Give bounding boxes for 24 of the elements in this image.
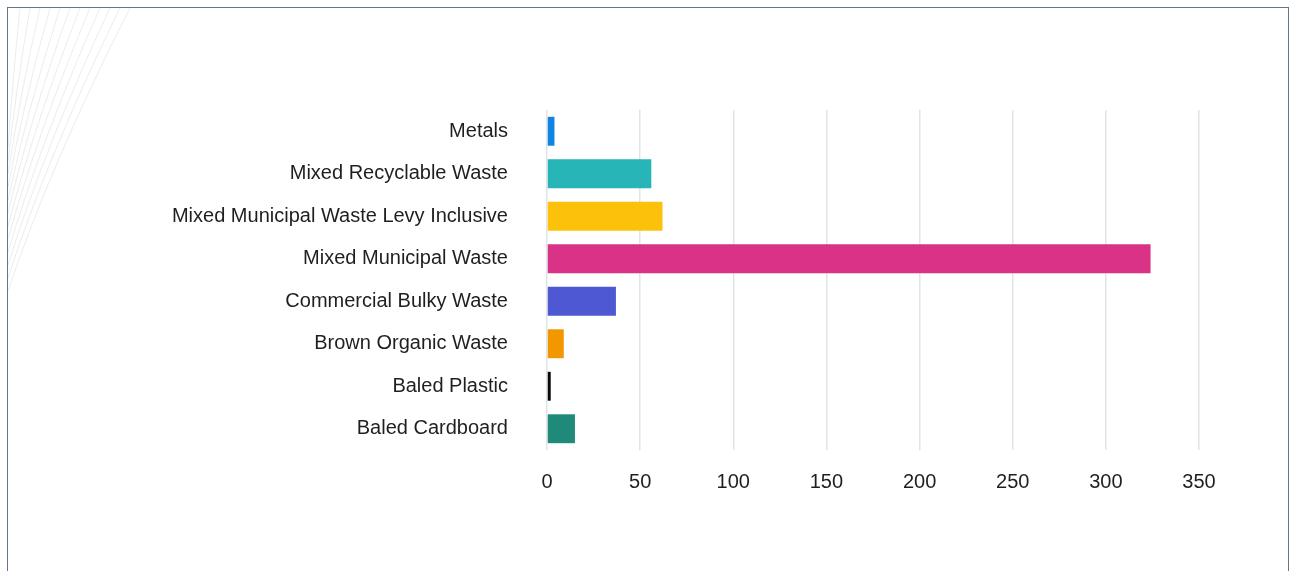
- x-tick-label: 100: [716, 469, 750, 492]
- y-tick-label: Brown Organic Waste: [314, 331, 508, 354]
- x-tick-label: 150: [809, 469, 844, 492]
- bar: [547, 244, 1151, 274]
- x-tick-label: 50: [629, 469, 652, 492]
- bar: [547, 159, 652, 189]
- bar: [547, 329, 564, 359]
- y-tick-label: Commercial Bulky Waste: [285, 288, 508, 311]
- y-tick-label: Mixed Municipal Waste: [303, 246, 508, 269]
- y-tick-label: Mixed Recyclable Waste: [289, 161, 508, 184]
- bar: [547, 286, 616, 316]
- bar: [547, 414, 575, 444]
- x-tick-label: 300: [1089, 469, 1123, 492]
- y-tick-label: Metals: [449, 118, 508, 141]
- x-tick-label: 250: [996, 469, 1030, 492]
- x-tick-label: 0: [541, 469, 553, 492]
- bar: [547, 371, 551, 401]
- y-tick-label: Baled Plastic: [392, 373, 508, 396]
- bar: [547, 201, 663, 231]
- y-tick-label: Mixed Municipal Waste Levy Inclusive: [171, 203, 508, 226]
- x-tick-label: 200: [902, 469, 937, 492]
- x-tick-label: 350: [1182, 469, 1216, 492]
- y-tick-label: Baled Cardboard: [356, 416, 508, 439]
- bar: [547, 116, 555, 146]
